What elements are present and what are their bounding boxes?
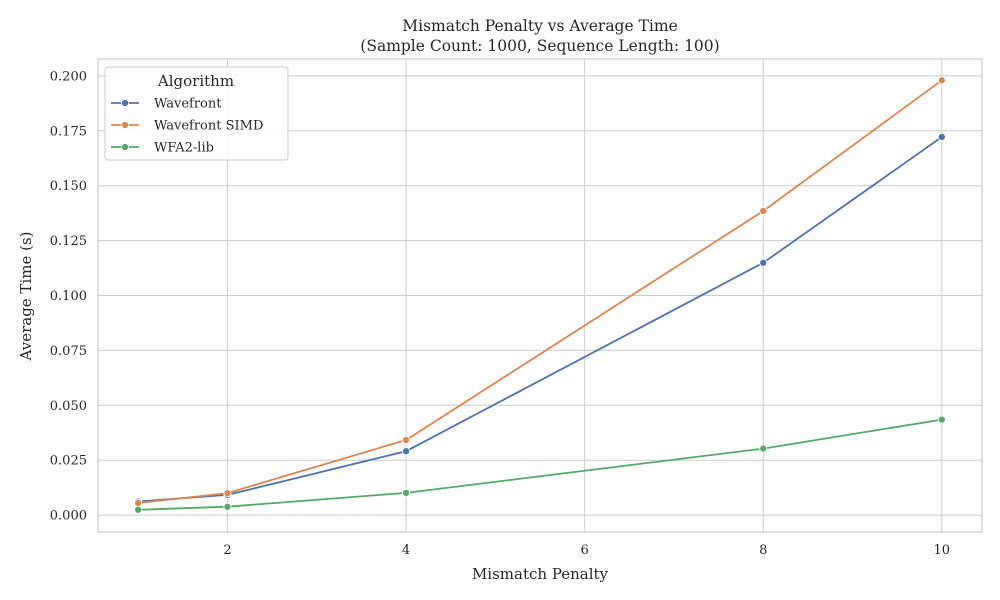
y-tick-label: 0.125 (50, 234, 87, 249)
x-axis-label: Mismatch Penalty (472, 565, 609, 583)
x-tick-label: 6 (581, 543, 589, 558)
legend-label: Wavefront SIMD (154, 119, 263, 134)
data-point (223, 489, 232, 498)
y-tick-label: 0.200 (50, 69, 87, 84)
legend-items: Wavefront Wavefront SIMD WFA2-lib (111, 97, 263, 156)
y-tick-label: 0.150 (50, 179, 87, 194)
data-point (134, 498, 143, 508)
x-tick-label: 2 (223, 543, 231, 558)
grid-lines (98, 59, 982, 532)
x-tick-label: 4 (402, 543, 410, 558)
data-point (759, 258, 768, 267)
legend-swatch-marker (120, 120, 130, 130)
data-point (937, 415, 946, 424)
chart-subtitle: (Sample Count: 1000, Sequence Length: 10… (360, 37, 719, 55)
data-point (402, 435, 411, 445)
legend: Algorithm Wavefront Wavefront SIMD WFA2-li… (104, 66, 289, 161)
series-wavefront-simd (134, 76, 946, 508)
chart-title: Mismatch Penalty vs Average Time (402, 17, 678, 35)
y-tick-label: 0.000 (50, 509, 87, 524)
tick-labels: 2 4 6 8 10 0.000 0.025 0.050 0.075 0.100 0.125 0.15… (50, 69, 950, 558)
series-wavefront (134, 132, 946, 506)
y-tick-label: 0.050 (50, 399, 87, 414)
data-point (402, 488, 411, 497)
legend-label: Wavefront (154, 97, 222, 112)
legend-title: Algorithm (157, 72, 234, 90)
series-line (138, 136, 943, 503)
y-axis-label: Average Time (s) (17, 231, 35, 361)
x-tick-label: 8 (759, 543, 767, 558)
series-layer (134, 76, 946, 514)
legend-box (104, 66, 289, 161)
legend-swatch-marker (120, 142, 130, 152)
data-point (937, 132, 946, 142)
y-tick-label: 0.075 (50, 344, 87, 359)
legend-swatch-marker (120, 98, 130, 108)
series-line (138, 418, 942, 511)
data-point (134, 505, 143, 514)
y-tick-label: 0.025 (50, 454, 87, 469)
y-tick-label: 0.175 (50, 124, 87, 139)
data-point (937, 76, 946, 85)
y-tick-label: 0.100 (50, 289, 87, 304)
data-point (402, 447, 411, 456)
x-tick-label: 10 (934, 543, 951, 558)
series-wfa2-lib (134, 415, 946, 514)
data-point (223, 502, 232, 511)
plot-frame (97, 58, 983, 533)
data-point (759, 206, 768, 216)
data-point (759, 444, 768, 453)
legend-label: WFA2-lib (154, 141, 214, 156)
